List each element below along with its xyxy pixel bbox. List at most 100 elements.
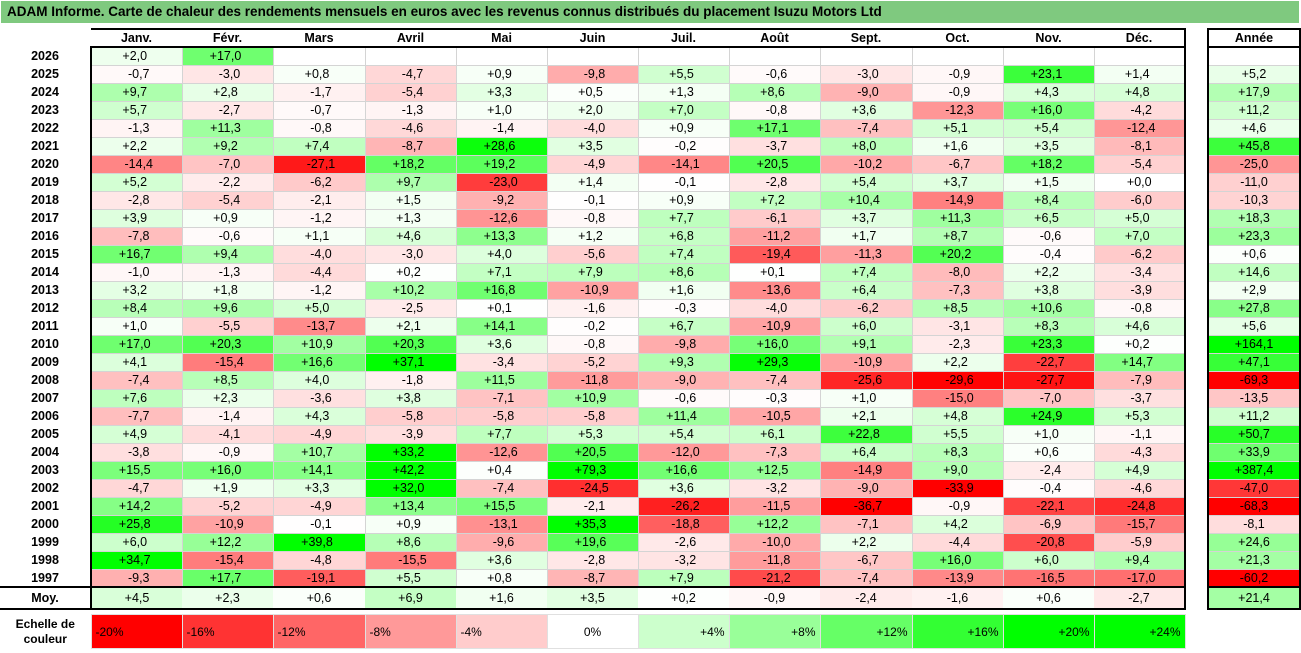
heatmap-cell: +7,7 xyxy=(455,424,548,444)
heatmap-cell: -1,4 xyxy=(181,406,274,426)
year-label: 2012 xyxy=(0,299,92,317)
heatmap-cell: +6,7 xyxy=(637,316,730,336)
heatmap-cell: -3,0 xyxy=(364,244,457,264)
heatmap-cell: +13,3 xyxy=(455,226,548,246)
year-label: 2002 xyxy=(0,479,92,497)
heatmap-cell: +3,6 xyxy=(455,550,548,570)
heatmap-cell: +8,6 xyxy=(364,532,457,552)
heatmap-cell: +28,6 xyxy=(455,136,548,156)
heatmap-cell: -11,5 xyxy=(728,496,821,516)
heatmap-cell: -0,8 xyxy=(272,118,366,138)
heatmap-cell: -8,7 xyxy=(364,136,457,156)
scale-swatch: +20% xyxy=(1002,614,1095,649)
heatmap-cell: -1,4 xyxy=(455,118,548,138)
heatmap-cell: +6,4 xyxy=(819,280,913,300)
annual-return-cell: -10,3 xyxy=(1207,191,1301,210)
heatmap-cell: -11,3 xyxy=(819,244,913,264)
heatmap-cell: +5,3 xyxy=(546,424,639,444)
heatmap-cell: -12,4 xyxy=(1093,118,1186,138)
heatmap-cell: -9,0 xyxy=(819,82,913,102)
year-label: 2018 xyxy=(0,191,92,209)
year-row: 2014 -1,0 -1,3 -4,4 +0,2 +7,1 +7,9 +8,6 +0,1 +7,4… xyxy=(0,262,1186,282)
average-cell: +1,6 xyxy=(456,586,547,610)
heatmap-cell: +14,1 xyxy=(272,460,366,480)
heatmap-cell: +4,9 xyxy=(1093,460,1186,480)
heatmap-cell: +7,9 xyxy=(637,568,730,588)
heatmap-cell: -0,4 xyxy=(1002,478,1095,498)
heatmap-cell: -0,8 xyxy=(546,334,639,354)
heatmap-cell: -0,6 xyxy=(637,388,730,408)
heatmap-cell: +2,2 xyxy=(911,352,1004,372)
average-cell: -2,7 xyxy=(1094,586,1186,610)
monthly-returns-heatmap: Janv. Févr. Mars Avril Mai Juin Juil. Août Sept.… xyxy=(0,28,1186,610)
heatmap-cell: -4,0 xyxy=(272,244,366,264)
annual-return-cell: +0,6 xyxy=(1207,245,1301,264)
heatmap-cell: -3,2 xyxy=(728,478,821,498)
heatmap-cell: +16,6 xyxy=(637,460,730,480)
heatmap-cell: -1,0 xyxy=(90,262,183,282)
heatmap-cell: -0,6 xyxy=(1002,226,1095,246)
scale-swatch: +16% xyxy=(911,614,1004,649)
year-row: 2021 +2,2 +9,2 +7,4 -8,7 +28,6 +3,5 -0,2 -3,7 +8,… xyxy=(0,136,1186,156)
year-row: 1998 +34,7 -15,4 -4,8 -15,5 +3,6 -2,8 -3,2 -11,8… xyxy=(0,550,1186,570)
heatmap-cell: +5,0 xyxy=(272,298,366,318)
heatmap-cell: -7,3 xyxy=(911,280,1004,300)
heatmap-cell: +5,7 xyxy=(90,100,183,120)
heatmap-cell: +3,6 xyxy=(637,478,730,498)
heatmap-cell: +19,2 xyxy=(455,154,548,174)
heatmap-cell: -6,9 xyxy=(1002,514,1095,534)
heatmap-cell: -9,2 xyxy=(455,190,548,210)
heatmap-cell: +1,0 xyxy=(819,388,913,408)
heatmap-cell: -5,8 xyxy=(546,406,639,426)
annual-return-cell: -8,1 xyxy=(1207,515,1301,534)
heatmap-cell: +8,3 xyxy=(911,442,1004,462)
heatmap-cell: -5,6 xyxy=(546,244,639,264)
heatmap-cell: +7,6 xyxy=(90,388,183,408)
average-cell: +0,2 xyxy=(638,586,729,610)
heatmap-cell: +7,7 xyxy=(637,208,730,228)
heatmap-cell: +1,6 xyxy=(911,136,1004,156)
heatmap-cell xyxy=(637,46,730,66)
heatmap-cell: +16,8 xyxy=(455,280,548,300)
heatmap-cell: -0,6 xyxy=(728,64,821,84)
heatmap-cell: +0,4 xyxy=(455,460,548,480)
annual-return-cell: +387,4 xyxy=(1207,461,1301,480)
year-row: 2002 -4,7 +1,9 +3,3 +32,0 -7,4 -24,5 +3,6 -3,2 -9… xyxy=(0,478,1186,498)
heatmap-cell: +16,0 xyxy=(911,550,1004,570)
heatmap-cell: +20,2 xyxy=(911,244,1004,264)
heatmap-cell: +5,1 xyxy=(911,118,1004,138)
month-header: Avril xyxy=(365,28,456,48)
heatmap-cell: -0,8 xyxy=(1093,298,1186,318)
heatmap-cell: +4,1 xyxy=(90,352,183,372)
heatmap-cell: -3,2 xyxy=(637,550,730,570)
heatmap-cell: -19,4 xyxy=(728,244,821,264)
average-cell: +0,6 xyxy=(1003,586,1094,610)
heatmap-cell: -1,1 xyxy=(1093,424,1186,444)
heatmap-cell: -6,2 xyxy=(819,298,913,318)
heatmap-cell: +4,8 xyxy=(1093,82,1186,102)
heatmap-cell: +34,7 xyxy=(90,550,183,570)
heatmap-cell: +3,3 xyxy=(272,478,366,498)
heatmap-cell: +1,6 xyxy=(637,280,730,300)
heatmap-cell: +2,0 xyxy=(90,46,183,66)
heatmap-cell: -9,6 xyxy=(455,532,548,552)
year-label: 2019 xyxy=(0,173,92,191)
heatmap-cell: +7,1 xyxy=(455,262,548,282)
heatmap-cell: -14,9 xyxy=(819,460,913,480)
heatmap-cell: +1,0 xyxy=(455,100,548,120)
heatmap-cell: +1,3 xyxy=(364,208,457,228)
heatmap-cell: -6,7 xyxy=(911,154,1004,174)
heatmap-cell: -23,0 xyxy=(455,172,548,192)
heatmap-cell: -3,0 xyxy=(819,64,913,84)
heatmap-cell: +12,2 xyxy=(728,514,821,534)
heatmap-cell: +2,2 xyxy=(90,136,183,156)
heatmap-cell: +12,2 xyxy=(181,532,274,552)
heatmap-cell: +0,1 xyxy=(455,298,548,318)
annual-return-cell: +14,6 xyxy=(1207,263,1301,282)
heatmap-cell: +9,7 xyxy=(364,172,457,192)
annual-return-cell: +5,6 xyxy=(1207,317,1301,336)
heatmap-cell: +5,4 xyxy=(637,424,730,444)
average-label: Moy. xyxy=(0,586,92,610)
heatmap-cell: -14,1 xyxy=(637,154,730,174)
year-label: 2009 xyxy=(0,353,92,371)
